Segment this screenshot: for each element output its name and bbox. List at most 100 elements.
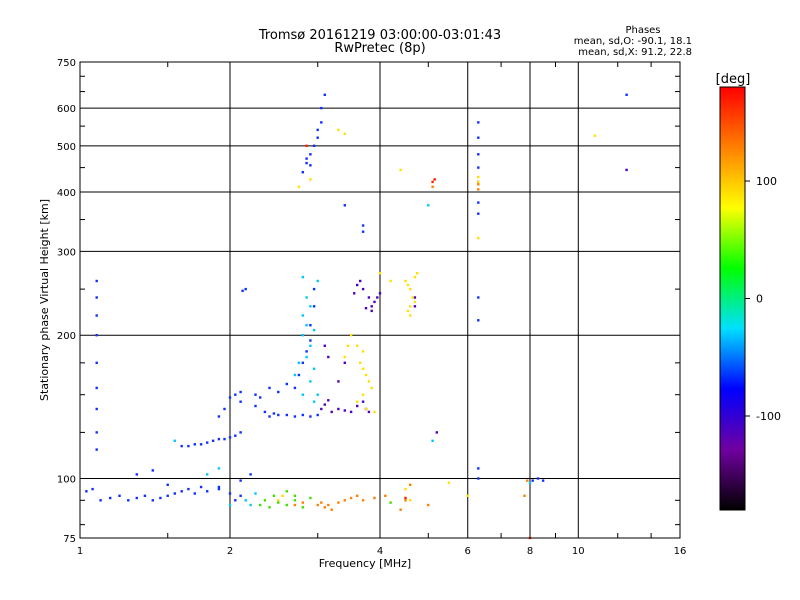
data-point-cyan [309,380,312,383]
data-point-yellow [389,279,392,283]
data-point-yellow [409,499,412,502]
data-point-blue [312,287,316,291]
data-point-blue [249,473,252,476]
x-tick-label: 1 [77,546,83,557]
data-point-blue [305,157,308,160]
data-point-blue [99,499,102,502]
data-point-cyan [316,393,319,396]
data-point-blue [95,296,98,299]
data-point-red [433,178,436,181]
data-point-orange [316,503,319,507]
data-point-blue [343,204,346,207]
data-point-blue [234,393,237,396]
data-point-purple [349,410,353,414]
data-point-blue [263,410,267,414]
data-point-yellow [477,175,480,179]
data-point-purple [327,399,330,402]
data-point-yellow [370,386,373,390]
data-point-yellow [367,380,371,383]
data-point-yellow [356,344,359,347]
data-point-blue [228,492,232,495]
data-point-yellow [409,305,412,308]
data-point-blue [95,314,98,317]
data-point-blue [239,400,242,403]
data-point-purple [343,409,346,412]
x-axis-ticks: 1 2 4 6 8 10 16 [77,62,686,557]
data-point-green [301,506,304,509]
data-point-yellow [416,272,419,275]
data-point-blue [180,444,183,448]
x-tick-label: 4 [377,546,383,557]
data-point-blue [95,279,98,283]
data-point-orange [337,501,340,504]
data-point-blue [127,499,130,502]
x-tick-label: 10 [572,546,585,557]
data-point-blue [109,496,112,500]
data-point-cyan [301,314,304,317]
data-point-green [285,503,288,507]
data-point-cyan [301,275,304,279]
data-point-blue [95,448,98,451]
data-point-blue [305,161,308,165]
phase-stats-x: mean, sd,X: 91.2, 22.8 [578,47,692,58]
data-point-purple [337,380,340,383]
data-point-blue [312,305,316,308]
y-tick-label: 750 [57,58,76,69]
data-point-yellow [406,283,410,287]
data-point-orange [343,499,346,502]
colorbar-label: [deg] [716,72,751,87]
data-point-cyan [305,296,308,299]
data-point-blue [320,106,323,110]
data-point-purple [361,400,365,403]
data-point-blue [228,396,232,399]
data-point-purple [367,296,371,299]
data-point-blue [316,136,319,139]
data-point-cyan [301,393,304,396]
data-point-blue [309,153,312,156]
data-point-cyan [301,334,304,337]
data-point-blue [477,477,480,480]
data-point-green [277,501,280,504]
data-point-blue [159,496,162,500]
data-point-orange [361,499,365,502]
data-point-purple [378,292,382,295]
data-point-cyan [312,367,316,370]
data-point-purple [353,292,356,295]
data-point-blue [301,171,304,174]
data-point-purple [376,296,379,299]
data-point-blue [193,492,196,495]
colorbar-tick-label: 0 [756,293,763,306]
data-point-yellow [593,134,597,137]
data-point-green [272,494,276,497]
data-point-purple [373,300,376,304]
data-point-blue [316,413,319,417]
data-point-orange [477,183,480,186]
data-point-blue [477,121,480,124]
data-point-blue [268,415,271,418]
y-tick-label: 75 [63,534,76,545]
data-point-blue [206,490,209,493]
data-point-blue [301,413,304,417]
data-point-yellow [361,350,365,353]
data-point-purple [435,431,438,434]
data-point-yellow [447,481,451,484]
data-point-orange [327,503,330,507]
grid-lines [80,62,680,538]
data-point-blue [277,390,280,394]
data-point-yellow [364,407,368,411]
data-point-yellow [281,494,284,497]
data-point-blue [477,212,480,215]
data-point-blue [309,415,312,418]
data-point-orange [384,494,387,497]
colorbar-tick-label: 100 [756,175,777,188]
y-tick-label: 200 [57,331,76,342]
data-point-yellow [361,393,365,396]
data-point-blue [309,324,312,327]
y-tick-label: 100 [57,475,76,486]
data-point-cyan [316,279,319,283]
plot-frame [79,61,681,539]
data-point-yellow [356,400,359,403]
data-point-cyan [228,503,232,507]
data-point-purple [364,307,368,310]
data-point-blue [199,485,203,489]
